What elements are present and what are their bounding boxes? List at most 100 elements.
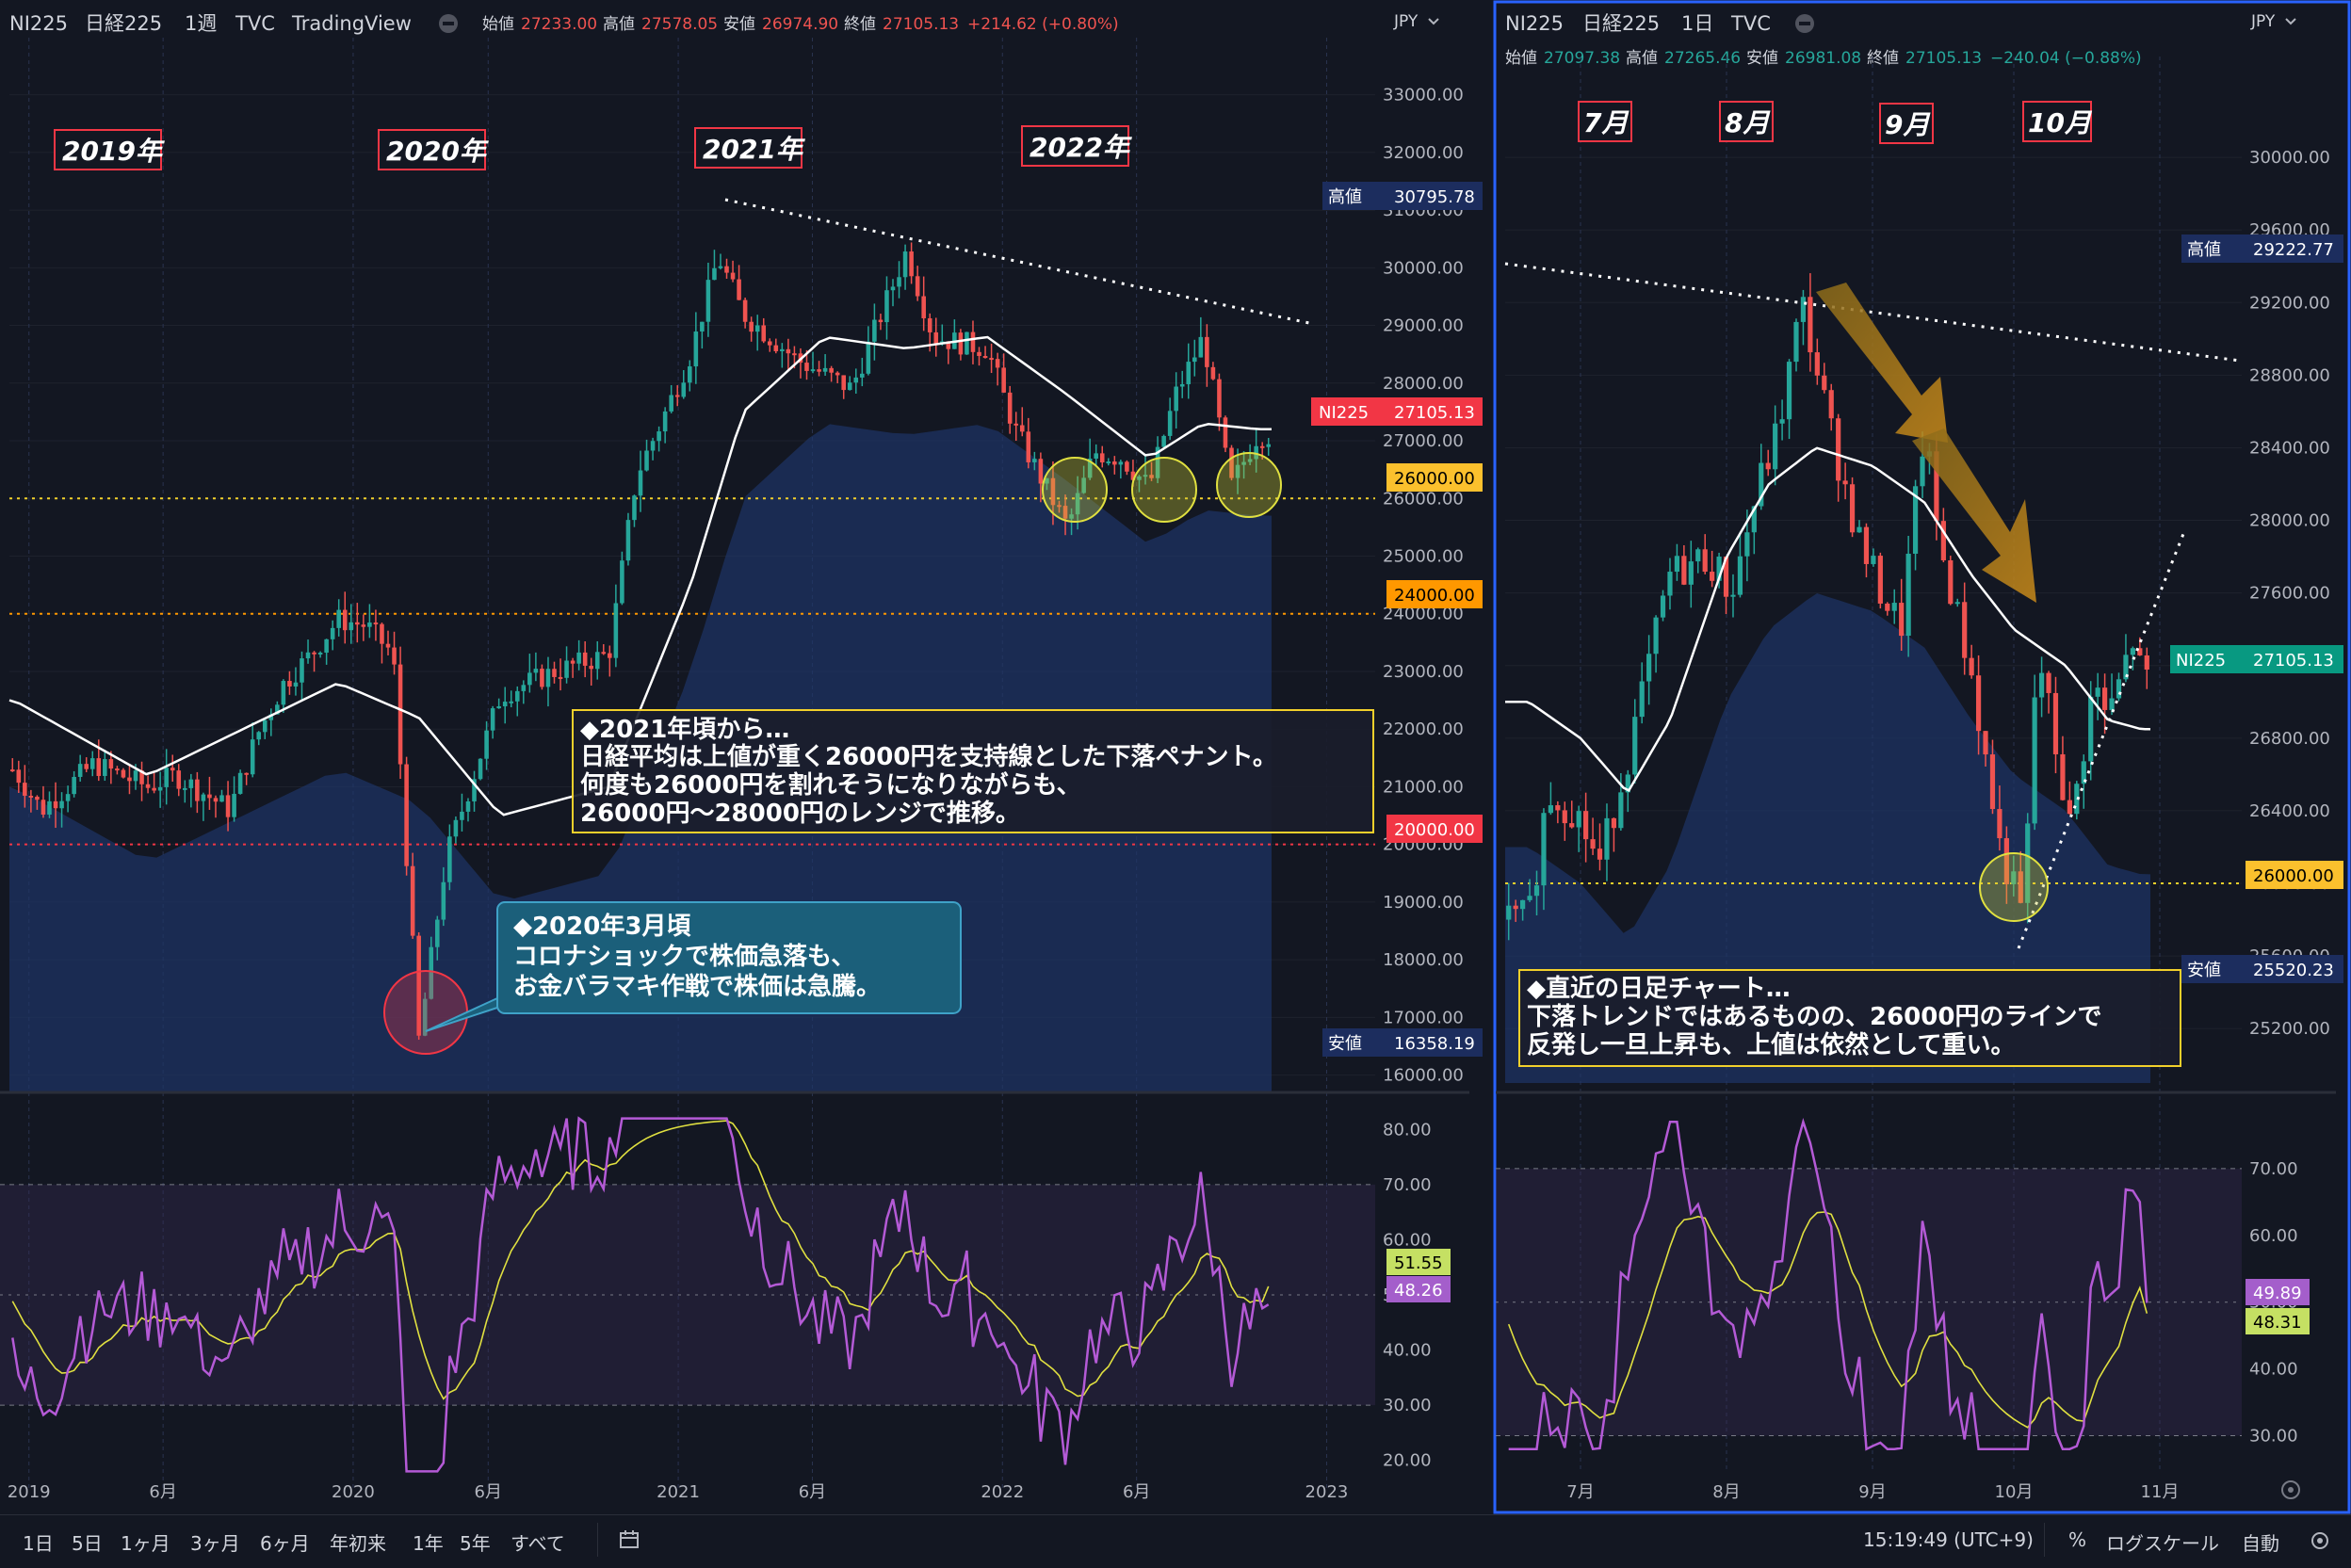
candle-body [1583,811,1589,840]
left-eye-icon[interactable] [439,14,458,33]
candle-body [521,685,527,691]
candle-body [915,276,920,297]
candle-body [355,622,360,625]
candle-body [582,652,588,666]
downtrend-arrow-2 [1912,428,2036,603]
candle-body [1019,425,1025,432]
candle-body [817,369,821,372]
candle-body [773,345,779,351]
candle-body [1143,475,1148,477]
bottom-toolbar: 1日 5日 1ヶ月 3ヶ月 6ヶ月 年初来 1年 5年 すべて 15:19:49… [0,1514,2351,1568]
candle-body [361,624,366,627]
candle-body [268,714,274,720]
candle-body [1520,899,1526,910]
candle-body [1710,572,1715,581]
candle-body [496,706,501,709]
candle-body [1137,476,1142,480]
pennant-note-line-3: 何度も26000円を割れそうになりながらも、 [580,770,1081,800]
svg-text:NI225: NI225 [2176,651,2226,671]
candle-body [1611,817,1617,829]
candle-body [1007,392,1013,424]
support-touch-circle [1131,457,1197,523]
left-open-label: 始値 [482,15,514,34]
candle-body [89,758,95,769]
candle-body [244,772,249,775]
svg-text:20000.00: 20000.00 [1394,820,1475,840]
clock-timezone[interactable]: 15:19:49 (UTC+9) [1863,1528,2034,1551]
time-tick-label: 7月 [1566,1482,1594,1502]
right-currency-chevron-down-icon[interactable] [2285,18,2296,25]
covid-note-line-2: コロナショックで株価急落も、 [513,943,855,971]
candle-body [1934,451,1939,522]
rsi-tick-label: 70.00 [1383,1175,1432,1195]
candle-body [373,622,379,625]
candle-body [1836,418,1841,481]
left-high-price-label: 高値 30795.78 [1322,182,1483,210]
candle-body [176,770,182,789]
candle-body [1877,556,1883,604]
timeframe-3m[interactable]: 3ヶ月 [190,1532,240,1555]
timeframe-5y[interactable]: 5年 [460,1532,491,1555]
candle-body [1198,336,1204,358]
candle-body [1179,383,1185,387]
year-tag-2021: 2021年 [694,127,806,169]
time-tick-label: 2023 [1305,1482,1349,1502]
price-tick-label: 30000.00 [1383,258,1464,278]
candle-body [1885,603,1890,611]
timeframe-5d[interactable]: 5日 [72,1532,103,1555]
right-interval[interactable]: 1日 [1681,12,1713,35]
timeframe-6m[interactable]: 6ヶ月 [260,1532,310,1555]
candle-body [2137,648,2143,655]
candle-body [164,768,169,787]
price-tick-label: 32000.00 [1383,143,1464,163]
timeframe-all[interactable]: すべて [511,1532,565,1555]
candle-body [484,730,489,759]
covid-note-line-3: お金バラマキ作戦で株価は急騰。 [513,972,881,1001]
svg-text:NI225: NI225 [1319,403,1369,423]
left-currency-chevron-down-icon[interactable] [1428,18,1439,25]
right-eye-icon[interactable] [1795,14,1814,33]
candle-body [41,800,46,815]
timeframe-1m[interactable]: 1ヶ月 [121,1532,170,1555]
candle-body [2018,871,2023,903]
goto-date-calendar-icon[interactable] [618,1528,640,1551]
time-tick-label: 6月 [799,1482,826,1502]
candle-body [1161,435,1166,447]
candle-body [601,652,607,655]
candle-body [933,331,939,345]
settings-gear-icon[interactable] [2281,1480,2300,1499]
right-source: TVC [1730,12,1771,35]
rsi-tick-label: 40.00 [2249,1360,2298,1380]
candle-body [1759,462,1764,507]
candle-body [2067,800,2072,815]
candle-body [909,251,914,277]
candle-body [1038,459,1044,484]
timeframe-1d[interactable]: 1日 [23,1532,54,1555]
price-tick-label: 26000.00 [1383,489,1464,509]
candle-body [1254,445,1258,460]
candle-body [1793,321,1799,363]
left-high-value: 27578.05 [641,15,718,34]
right-resistance-trendline [1504,262,2241,363]
right-header: NI225 日経225 1日 TVC 始値 27097.38 高値 27265.… [1505,12,2296,68]
month-tag-sep: 9月 [1879,103,1934,144]
toolbar-divider [597,1523,598,1557]
timeframe-1y[interactable]: 1年 [413,1532,444,1555]
log-scale-toggle[interactable]: ログスケール [2106,1532,2219,1555]
left-name: 日経225 [85,12,162,35]
percent-scale-toggle[interactable]: % [2068,1528,2087,1551]
left-currency[interactable]: JPY [1393,12,1419,31]
candle-body [644,450,649,471]
right-currency[interactable]: JPY [2250,12,2276,31]
candle-body [115,768,120,771]
candle-body [1808,297,1813,353]
month-tag-aug: 8月 [1719,101,1774,142]
auto-scale-toggle[interactable]: 自動 [2242,1532,2279,1555]
candle-body [625,520,631,561]
right-low-value: 26981.08 [1785,49,1861,68]
timeframe-ytd[interactable]: 年初来 [330,1532,386,1555]
svg-text:27105.13: 27105.13 [1394,403,1475,423]
candle-body [558,676,563,679]
left-interval[interactable]: 1週 [185,12,217,35]
chart-settings-gear-icon[interactable] [2308,1528,2332,1553]
